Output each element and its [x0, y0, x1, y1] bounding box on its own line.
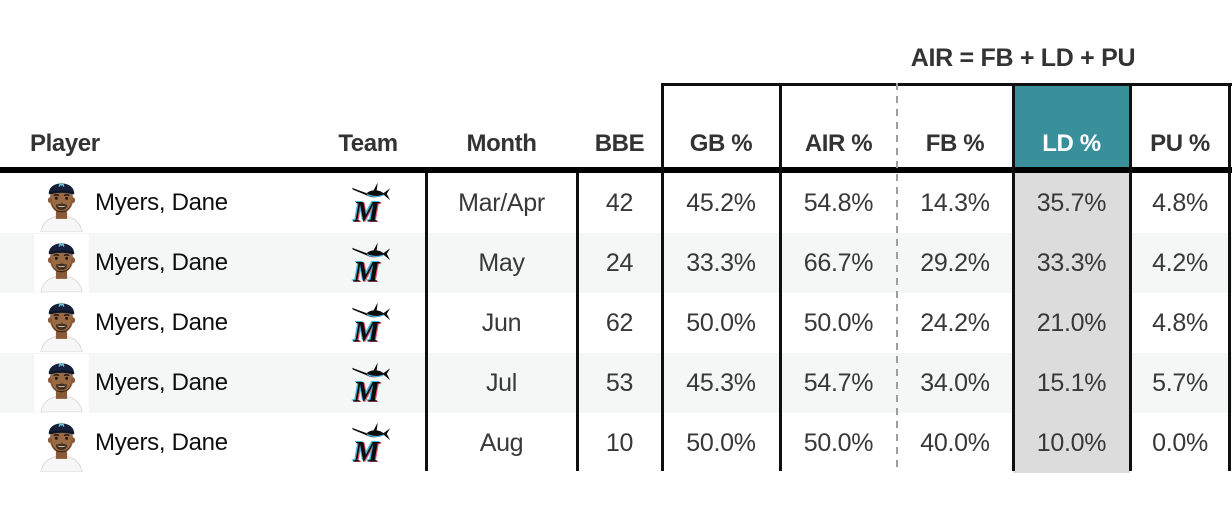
svg-text:M: M [352, 376, 381, 405]
cell-bbe: 24 [605, 248, 634, 277]
table-row: Myers, Dane M M M May 24 33.3% 66.7% 29.2% 33… [0, 233, 1232, 293]
column-header-air-pct[interactable]: AIR % [804, 130, 873, 157]
svg-text:M: M [353, 257, 382, 285]
cell-air: 50.0% [803, 308, 874, 337]
cell-fb: 29.2% [920, 248, 990, 277]
svg-text:M: M [352, 316, 381, 345]
svg-text:M: M [352, 256, 381, 285]
stat-box-top-border [661, 83, 1232, 86]
cell-ld: 33.3% [1013, 233, 1130, 293]
column-header-ld-pct[interactable]: LD % [1042, 130, 1101, 157]
cell-gb: 33.3% [686, 248, 756, 277]
cell-pu: 4.2% [1152, 248, 1208, 277]
cell-bbe: 10 [605, 428, 634, 457]
player-headshot-icon [33, 174, 90, 233]
player-name-link[interactable]: Myers, Dane [95, 429, 228, 456]
miami-marlins-logo-icon: M M M [351, 181, 393, 229]
cell-fb: 34.0% [920, 368, 990, 397]
column-divider [576, 173, 579, 471]
cell-air: 66.7% [803, 248, 874, 277]
svg-text:M: M [351, 196, 380, 225]
svg-text:M: M [353, 437, 382, 465]
column-header-fb-pct[interactable]: FB % [925, 130, 985, 157]
cell-ld: 35.7% [1013, 173, 1130, 233]
cell-ld: 21.0% [1013, 293, 1130, 353]
cell-pu: 0.0% [1152, 428, 1208, 457]
column-header-player[interactable]: Player [30, 130, 100, 157]
cell-air: 50.0% [803, 428, 874, 457]
player-name-link[interactable]: Myers, Dane [95, 189, 228, 216]
player-headshot-icon [33, 234, 90, 293]
column-divider [779, 83, 782, 471]
column-divider [1129, 83, 1132, 471]
table-row: Myers, Dane M M M Jun 62 50.0% 50.0% 24.2% 21… [0, 293, 1232, 353]
svg-text:M: M [353, 317, 382, 345]
svg-text:M: M [353, 377, 382, 405]
cell-air: 54.8% [803, 188, 874, 217]
cell-month: Mar/Apr [458, 188, 545, 217]
cell-fb: 40.0% [920, 428, 990, 457]
svg-text:M: M [351, 376, 380, 405]
column-header-month[interactable]: Month [466, 130, 537, 157]
table-row: Myers, Dane M M M Aug 10 50.0% 50.0% 40.0% 10… [0, 413, 1232, 473]
cell-pu: 4.8% [1152, 308, 1208, 337]
cell-month: Aug [479, 428, 524, 457]
column-header-gb-pct[interactable]: GB % [689, 130, 753, 157]
air-group-dashed-divider [896, 83, 898, 471]
header-thick-rule [0, 167, 1232, 173]
table-row: Myers, Dane M M M Jul 53 45.3% 54.7% 34.0% 15… [0, 353, 1232, 413]
column-divider [1012, 83, 1015, 471]
cell-ld: 10.0% [1013, 413, 1130, 473]
svg-text:M: M [352, 196, 381, 225]
cell-bbe: 53 [605, 368, 634, 397]
cell-month: May [478, 248, 525, 277]
cell-gb: 45.2% [686, 188, 756, 217]
cell-pu: 4.8% [1152, 188, 1208, 217]
cell-month: Jun [481, 308, 522, 337]
cell-air: 54.7% [803, 368, 874, 397]
player-name-link[interactable]: Myers, Dane [95, 309, 228, 336]
player-name-link[interactable]: Myers, Dane [95, 369, 228, 396]
svg-text:M: M [352, 436, 381, 465]
cell-fb: 14.3% [920, 188, 990, 217]
cell-gb: 50.0% [686, 428, 756, 457]
svg-text:M: M [351, 256, 380, 285]
table-row: Myers, Dane M M M Mar/Apr 42 45.2% 54.8% 14.… [0, 173, 1232, 233]
svg-text:M: M [353, 197, 382, 225]
column-header-pu-pct[interactable]: PU % [1150, 130, 1210, 157]
cell-gb: 50.0% [686, 308, 756, 337]
column-divider [661, 83, 664, 471]
cell-gb: 45.3% [686, 368, 756, 397]
cell-bbe: 42 [605, 188, 634, 217]
miami-marlins-logo-icon: M M M [351, 361, 393, 409]
air-formula-label: AIR = FB + LD + PU [910, 44, 1136, 72]
svg-text:M: M [351, 316, 380, 345]
miami-marlins-logo-icon: M M M [351, 301, 393, 349]
table-right-border [1228, 83, 1231, 471]
player-headshot-icon [33, 294, 90, 353]
player-headshot-icon [33, 354, 90, 413]
cell-month: Jul [485, 368, 518, 397]
player-headshot-icon [33, 414, 90, 473]
miami-marlins-logo-icon: M M M [351, 241, 393, 289]
column-divider [425, 173, 428, 471]
column-header-bbe[interactable]: BBE [594, 130, 645, 157]
cell-ld: 15.1% [1013, 353, 1130, 413]
svg-text:M: M [351, 436, 380, 465]
cell-pu: 5.7% [1152, 368, 1208, 397]
cell-bbe: 62 [605, 308, 634, 337]
cell-fb: 24.2% [920, 308, 990, 337]
miami-marlins-logo-icon: M M M [351, 421, 393, 469]
player-name-link[interactable]: Myers, Dane [95, 249, 228, 276]
column-header-team[interactable]: Team [338, 130, 398, 157]
ld-column-highlight [1013, 84, 1130, 167]
